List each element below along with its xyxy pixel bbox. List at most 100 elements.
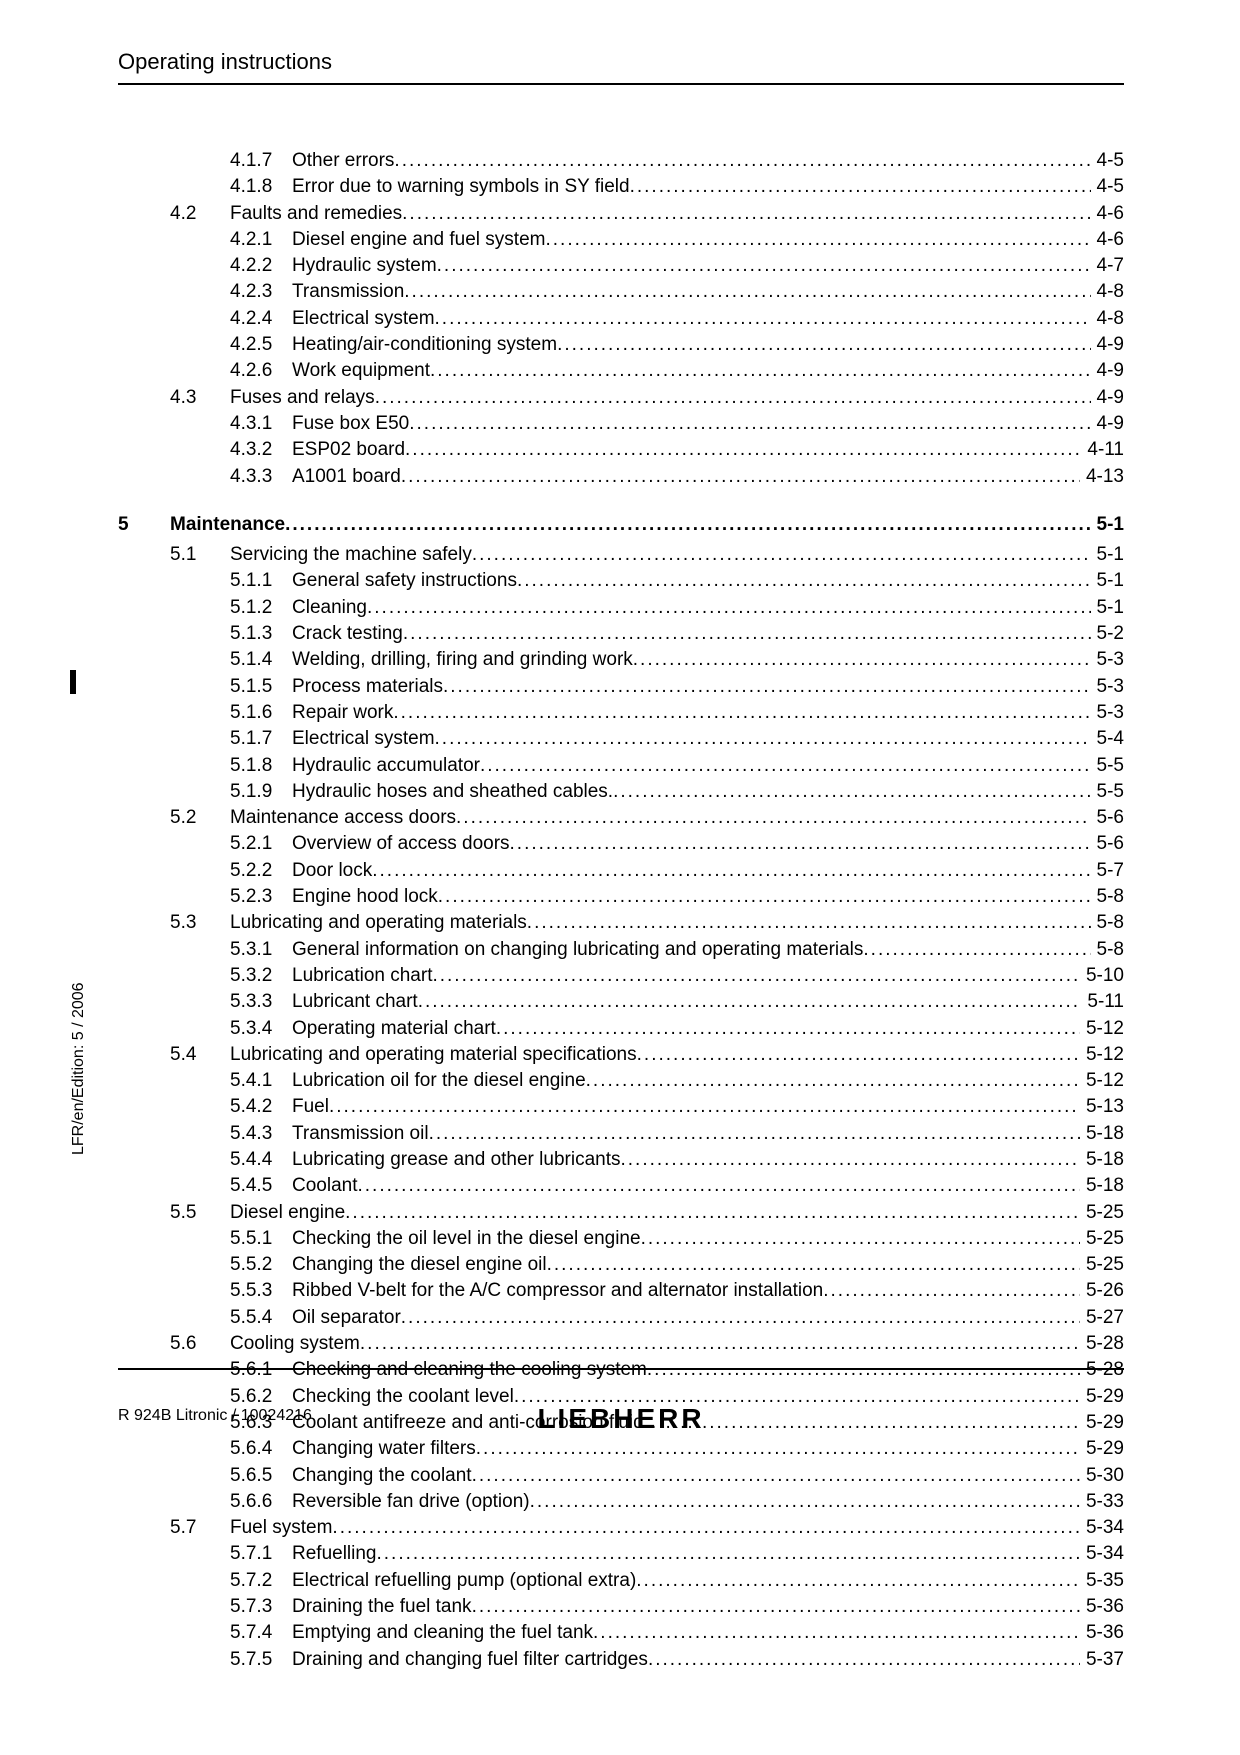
toc-subsection-num: 5.5.2 [230,1252,292,1278]
toc-chapter-num [118,1463,170,1489]
toc-chapter-num [118,1016,170,1042]
toc-leader-dots [375,385,1091,411]
toc-row: 5.1Servicing the machine safely 5-1 [118,542,1124,568]
toc-row: 4.1.8Error due to warning symbols in SY … [118,174,1124,200]
toc-section-num [170,1541,230,1567]
toc-section-num [170,358,230,384]
toc-subsection-num: 5.3.1 [230,937,292,963]
toc-leader-dots [409,411,1090,437]
toc-page: 5-27 [1080,1305,1124,1331]
toc-title: Fuse box E50 [292,411,409,437]
toc-leader-dots [430,358,1091,384]
toc-leader-dots [648,1647,1080,1673]
toc-page: 4-9 [1091,385,1124,411]
toc-row: 5.2.1Overview of access doors 5-6 [118,831,1124,857]
toc-subsection-num: 5.2.2 [230,858,292,884]
toc-leader-dots [480,753,1091,779]
toc-section-num [170,1068,230,1094]
toc-title: Door lock [292,858,372,884]
toc-title: Fuel system [230,1515,332,1541]
toc-section-num [170,1647,230,1673]
toc-leader-dots [403,621,1091,647]
toc-row: 5.7.1Refuelling 5-34 [118,1541,1124,1567]
toc-row: 5.6.4Changing water filters 5-29 [118,1436,1124,1462]
toc-page: 5-2 [1091,621,1124,647]
toc-subsection-num: 5.1.4 [230,647,292,673]
toc-title: Checking the oil level in the diesel eng… [292,1226,641,1252]
toc-chapter-num [118,726,170,752]
toc-page: 4-8 [1091,306,1124,332]
toc-title: Work equipment [292,358,430,384]
toc-row: 4.3.2ESP02 board 4-11 [118,437,1124,463]
toc-section-num [170,411,230,437]
toc-leader-dots [823,1278,1080,1304]
toc-chapter-num [118,595,170,621]
toc-subsection-num: 5.1.1 [230,568,292,594]
toc-page: 5-13 [1080,1094,1124,1120]
toc-leader-dots [393,700,1090,726]
toc-section-num [170,831,230,857]
toc-page: 4-6 [1091,201,1124,227]
toc-section-num [170,1568,230,1594]
toc-section-num [170,647,230,673]
toc-title: Servicing the machine safely [230,542,472,568]
toc-subsection-num: 5.3.3 [230,989,292,1015]
toc-leader-dots [496,1016,1080,1042]
toc-title: Fuel [292,1094,329,1120]
toc-page: 5-1 [1091,512,1124,538]
toc-page: 5-25 [1080,1226,1124,1252]
toc-section-num: 5.5 [170,1200,230,1226]
side-mark [70,670,76,694]
toc-title: Cleaning [292,595,367,621]
header-title: Operating instructions [118,49,332,75]
toc-chapter-num [118,201,170,227]
toc-chapter-num [118,831,170,857]
toc-chapter-num [118,1331,170,1357]
toc-leader-dots [437,253,1091,279]
toc-title: Lubricating and operating materials [230,910,527,936]
toc-leader-dots [633,647,1091,673]
footer-logo: LIEBHERR [118,1406,1124,1432]
toc-row: 5.1.6Repair work 5-3 [118,700,1124,726]
toc-chapter-num [118,568,170,594]
toc-row: 4.2.4Electrical system 4-8 [118,306,1124,332]
toc-section-num [170,1173,230,1199]
toc-subsection-num: 5.1.6 [230,700,292,726]
toc-row: 5.5.4Oil separator 5-27 [118,1305,1124,1331]
toc-section-num: 5.4 [170,1042,230,1068]
toc-page: 5-26 [1080,1278,1124,1304]
toc-subsection-num: 5.6.1 [230,1357,292,1383]
toc-chapter-num [118,674,170,700]
toc-section-num [170,621,230,647]
toc-leader-dots [456,805,1091,831]
toc-page: 4-11 [1081,437,1124,463]
toc-page: 5-6 [1091,831,1124,857]
toc-subsection-num: 5.3.4 [230,1016,292,1042]
toc-chapter-num [118,753,170,779]
toc-leader-dots [438,884,1091,910]
toc-chapter-num [118,621,170,647]
toc-page: 5-5 [1091,753,1124,779]
toc-title: Emptying and cleaning the fuel tank [292,1620,593,1646]
toc-title: Refuelling [292,1541,377,1567]
toc-page: 5-18 [1080,1147,1124,1173]
toc-section-num [170,568,230,594]
toc-row: 4.2.1Diesel engine and fuel system 4-6 [118,227,1124,253]
toc-page: 5-28 [1080,1331,1124,1357]
toc-chapter-num [118,858,170,884]
toc-title: Electrical system [292,306,435,332]
toc-chapter-num: 5 [118,512,170,538]
toc-chapter-num [118,1357,170,1383]
toc-chapter-num [118,1200,170,1226]
toc-section-num [170,1278,230,1304]
toc-page: 5-8 [1091,910,1124,936]
toc-row: 5.6.1Checking and cleaning the cooling s… [118,1357,1124,1383]
toc-leader-dots [620,1147,1079,1173]
toc-page: 5-1 [1091,595,1124,621]
toc-row: 5.5.1Checking the oil level in the diese… [118,1226,1124,1252]
toc-title: Overview of access doors [292,831,510,857]
toc-section-num [170,306,230,332]
toc-page: 5-10 [1080,963,1124,989]
toc-subsection-num: 5.4.2 [230,1094,292,1120]
toc-section-num [170,726,230,752]
